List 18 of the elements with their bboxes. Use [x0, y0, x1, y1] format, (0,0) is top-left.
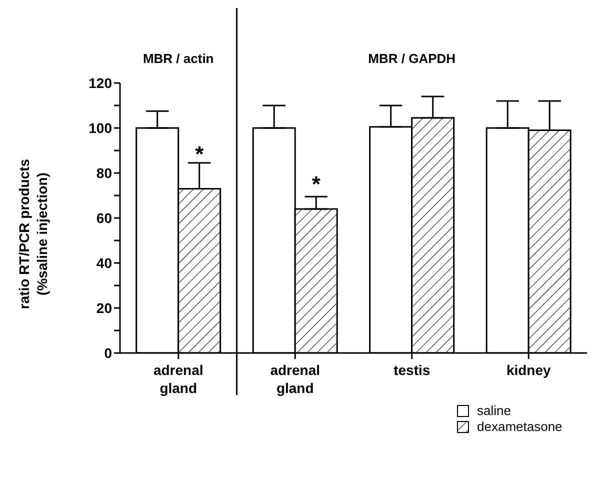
y-tick-label: 60 — [96, 210, 112, 226]
annotation: * — [312, 172, 321, 197]
text: MBR / actin — [142, 51, 214, 66]
y-tick-label: 20 — [96, 300, 112, 316]
y-tick-label: 40 — [96, 254, 112, 271]
legend-label: dexametasone — [477, 419, 562, 435]
y-tick-label: 100 — [88, 120, 112, 136]
legend-label: saline — [477, 403, 511, 419]
y-tick-label: 80 — [96, 164, 112, 181]
y-axis-title: ratio RT/PCR products (%saline injection) — [16, 158, 50, 310]
annotation: * — [195, 141, 204, 166]
x-tick-label: adrenal gland — [153, 362, 204, 396]
y-tick-label: 0 — [104, 344, 112, 361]
text: MBR / GAPDH — [368, 51, 456, 66]
y-tick-label: 120 — [88, 74, 112, 91]
x-tick-label: kidney — [506, 362, 552, 378]
x-tick-label: testis — [394, 362, 430, 378]
x-tick-label: adrenal gland — [270, 362, 320, 396]
